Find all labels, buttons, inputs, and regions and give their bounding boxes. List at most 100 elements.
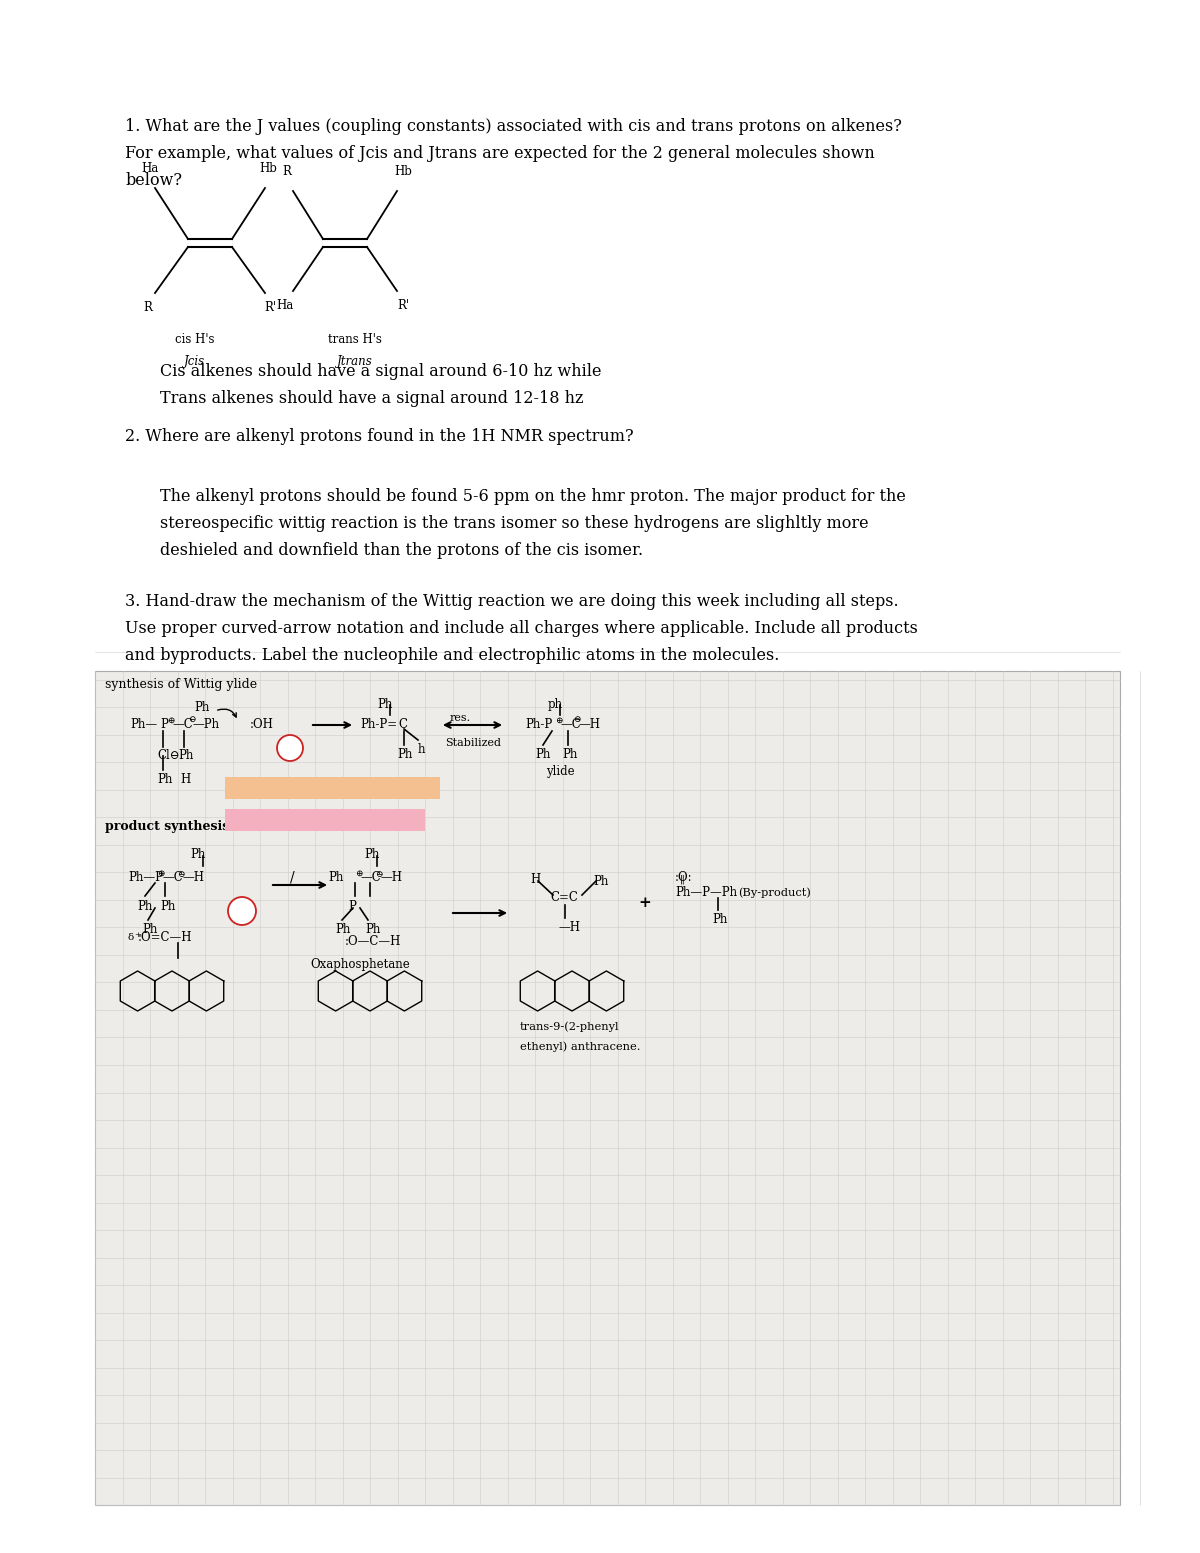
Text: —C: —C xyxy=(172,719,193,731)
Text: ⊕: ⊕ xyxy=(355,868,362,877)
Text: P: P xyxy=(348,901,356,913)
Text: (By-product): (By-product) xyxy=(738,888,811,898)
Text: Trans alkenes should have a signal around 12-18 hz: Trans alkenes should have a signal aroun… xyxy=(160,390,583,407)
Text: ⊕: ⊕ xyxy=(554,716,563,725)
Text: —C: —C xyxy=(560,719,581,731)
Text: Ph: Ph xyxy=(160,901,175,913)
Text: ‖: ‖ xyxy=(680,874,685,885)
Text: Ph: Ph xyxy=(397,749,413,761)
Text: Ph: Ph xyxy=(593,874,608,888)
Text: Ph—P: Ph—P xyxy=(128,871,163,885)
Text: trans-9-(2-phenyl: trans-9-(2-phenyl xyxy=(520,1020,619,1031)
Text: +: + xyxy=(638,896,652,910)
Text: h: h xyxy=(418,742,426,756)
Text: ylide: ylide xyxy=(546,766,575,778)
Text: —H: —H xyxy=(182,871,204,885)
Text: 3. Hand-draw the mechanism of the Wittig reaction we are doing this week includi: 3. Hand-draw the mechanism of the Wittig… xyxy=(125,593,899,610)
Text: R: R xyxy=(282,165,292,179)
Text: product synthesis: product synthesis xyxy=(106,820,229,832)
Bar xyxy=(95,671,1120,1505)
Text: R: R xyxy=(144,301,152,314)
Text: Stabilized: Stabilized xyxy=(445,738,502,749)
Text: For example, what values of Jcis and Jtrans are expected for the 2 general molec: For example, what values of Jcis and Jtr… xyxy=(125,144,875,162)
Text: —C: —C xyxy=(360,871,380,885)
Text: Use proper curved-arrow notation and include all charges where applicable. Inclu: Use proper curved-arrow notation and inc… xyxy=(125,620,918,637)
Text: —H: —H xyxy=(578,719,600,731)
Circle shape xyxy=(228,898,256,926)
Text: Ph: Ph xyxy=(535,749,551,761)
FancyArrowPatch shape xyxy=(217,710,236,717)
Text: and byproducts. Label the nucleophile and electrophilic atoms in the molecules.: and byproducts. Label the nucleophile an… xyxy=(125,648,779,665)
Text: Cl⊖: Cl⊖ xyxy=(157,749,180,763)
Circle shape xyxy=(277,735,302,761)
Text: Ha: Ha xyxy=(276,300,294,312)
Text: Oxaphosphetane: Oxaphosphetane xyxy=(310,958,410,971)
Text: cis H's: cis H's xyxy=(175,332,215,346)
Text: Ph: Ph xyxy=(562,749,577,761)
Bar xyxy=(226,809,425,831)
Text: ⊕: ⊕ xyxy=(167,716,174,725)
Text: Ph: Ph xyxy=(712,913,727,926)
Text: Cis alkenes should have a signal around 6-10 hz while: Cis alkenes should have a signal around … xyxy=(160,363,601,380)
Text: ①: ① xyxy=(287,742,293,753)
Text: ⊖: ⊖ xyxy=(374,871,383,879)
Text: R': R' xyxy=(264,301,276,314)
Text: Hb: Hb xyxy=(259,162,277,175)
Text: Ph: Ph xyxy=(157,773,173,786)
Text: Ph: Ph xyxy=(142,922,157,936)
Text: :O:: :O: xyxy=(674,871,692,884)
Text: Ph: Ph xyxy=(194,700,210,714)
Text: Ph: Ph xyxy=(377,697,392,711)
Text: trans H's: trans H's xyxy=(328,332,382,346)
Text: ⊖: ⊖ xyxy=(574,716,581,725)
Text: —H: —H xyxy=(558,921,580,933)
Text: Ph-P: Ph-P xyxy=(526,719,552,731)
Text: Jcis: Jcis xyxy=(185,356,205,368)
Text: C=C: C=C xyxy=(550,891,578,904)
Text: :OH: :OH xyxy=(250,719,274,731)
Text: Jtrans: Jtrans xyxy=(337,356,373,368)
Text: Ph—: Ph— xyxy=(130,719,157,731)
Text: 2. Where are alkenyl protons found in the 1H NMR spectrum?: 2. Where are alkenyl protons found in th… xyxy=(125,429,634,446)
Text: δ: δ xyxy=(128,933,134,943)
Text: C: C xyxy=(398,719,407,731)
Text: ⊕: ⊕ xyxy=(157,868,164,877)
Text: ⊖: ⊖ xyxy=(188,716,196,725)
Text: Ph: Ph xyxy=(137,901,152,913)
Bar xyxy=(226,776,440,798)
Text: Ph: Ph xyxy=(365,922,380,936)
Text: Ph: Ph xyxy=(328,871,343,885)
Text: stereospecific wittig reaction is the trans isomer so these hydrogens are slighl: stereospecific wittig reaction is the tr… xyxy=(160,516,869,533)
Text: R': R' xyxy=(397,300,409,312)
Text: Ph-P=: Ph-P= xyxy=(360,719,397,731)
Text: Ha: Ha xyxy=(142,162,158,175)
Text: res.: res. xyxy=(450,713,472,724)
Text: —H: —H xyxy=(380,871,402,885)
Text: :O—C—H: :O—C—H xyxy=(346,935,401,947)
Text: :O=C—H: :O=C—H xyxy=(138,932,192,944)
Text: H: H xyxy=(180,773,191,786)
Text: H: H xyxy=(530,873,540,887)
Text: Ph: Ph xyxy=(178,749,193,763)
Text: Ph—P—Ph: Ph—P—Ph xyxy=(674,887,737,899)
Text: deshieled and downfield than the protons of the cis isomer.: deshieled and downfield than the protons… xyxy=(160,542,643,559)
Text: —C: —C xyxy=(162,871,182,885)
Text: The alkenyl protons should be found 5-6 ppm on the hmr proton. The major product: The alkenyl protons should be found 5-6 … xyxy=(160,488,906,505)
Text: ②: ② xyxy=(239,904,246,918)
Text: +: + xyxy=(134,930,140,940)
Text: ethenyl) anthracene.: ethenyl) anthracene. xyxy=(520,1041,641,1051)
Text: synthesis of Wittig ylide: synthesis of Wittig ylide xyxy=(106,679,257,691)
Text: ⊖: ⊖ xyxy=(178,871,185,879)
Text: 1. What are the J values (coupling constants) associated with cis and trans prot: 1. What are the J values (coupling const… xyxy=(125,118,902,135)
Text: /: / xyxy=(290,871,295,885)
Text: P: P xyxy=(160,719,168,731)
Text: Ph: Ph xyxy=(191,848,205,860)
Text: Ph: Ph xyxy=(365,848,379,860)
Text: nucleophilic carbon (ylide): nucleophilic carbon (ylide) xyxy=(227,814,394,826)
Text: Hb: Hb xyxy=(394,165,412,179)
Text: ph: ph xyxy=(547,697,563,711)
Text: —Ph: —Ph xyxy=(192,719,220,731)
Text: below?: below? xyxy=(125,172,182,189)
Text: electrophilic carbon (aldehyde): electrophilic carbon (aldehyde) xyxy=(227,781,422,795)
Text: Ph: Ph xyxy=(335,922,350,936)
